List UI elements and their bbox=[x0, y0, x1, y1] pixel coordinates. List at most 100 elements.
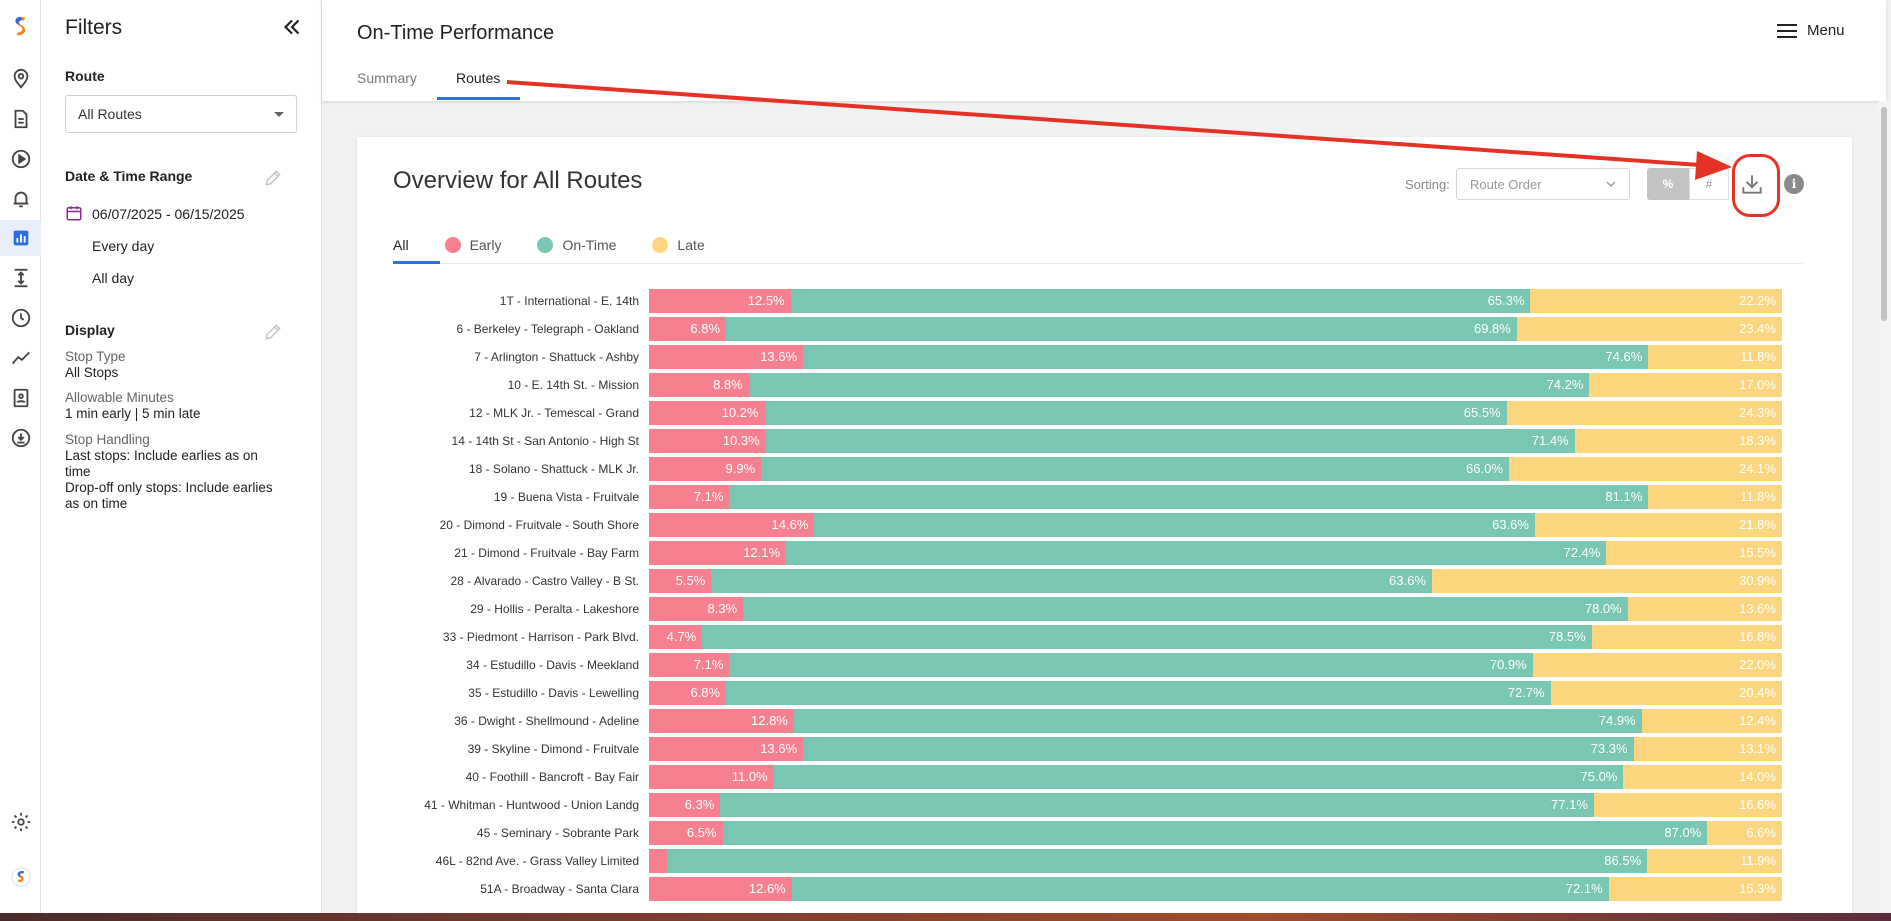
bar-segment-ontime[interactable] bbox=[667, 849, 1648, 873]
bar-segment-ontime[interactable] bbox=[790, 289, 1531, 313]
download-circle-icon[interactable] bbox=[0, 420, 41, 456]
bar-segment-early[interactable] bbox=[649, 877, 792, 901]
bar-chart-icon[interactable] bbox=[0, 220, 41, 256]
report-icon[interactable] bbox=[0, 380, 41, 416]
bar-segment-ontime[interactable] bbox=[720, 793, 1594, 817]
bar-segment-late[interactable] bbox=[1516, 317, 1782, 341]
bar-segment-ontime[interactable] bbox=[748, 373, 1590, 397]
bar-segment-ontime[interactable] bbox=[773, 765, 1624, 789]
logo-icon[interactable] bbox=[0, 8, 41, 44]
bar-segment-late[interactable] bbox=[1627, 597, 1782, 621]
route-select[interactable]: All Routes bbox=[65, 95, 297, 133]
stop-type-label: Stop Type bbox=[65, 349, 126, 364]
bar-segment-late[interactable] bbox=[1506, 401, 1782, 425]
gear-icon[interactable] bbox=[0, 804, 41, 840]
bar-segment-early[interactable] bbox=[649, 345, 804, 369]
bar-segment-ontime[interactable] bbox=[786, 541, 1607, 565]
bar-segment-ontime[interactable] bbox=[726, 681, 1551, 705]
bar-segment-early[interactable] bbox=[649, 317, 727, 341]
legend-late[interactable]: Late bbox=[652, 230, 705, 260]
bar-segment-ontime[interactable] bbox=[764, 401, 1507, 425]
bar-segment-early[interactable] bbox=[649, 289, 791, 313]
bar-segment-late[interactable] bbox=[1532, 653, 1782, 677]
bar-segment-late[interactable] bbox=[1431, 569, 1782, 593]
bar-segment-late[interactable] bbox=[1593, 793, 1782, 817]
bar-segment-ontime[interactable] bbox=[803, 345, 1649, 369]
count-toggle[interactable]: # bbox=[1689, 168, 1729, 200]
bar-segment-late[interactable] bbox=[1623, 765, 1782, 789]
bar-segment-ontime[interactable] bbox=[803, 737, 1634, 761]
bar-segment-early[interactable] bbox=[649, 709, 794, 733]
bar-segment-late[interactable] bbox=[1633, 737, 1782, 761]
bar-segment-ontime[interactable] bbox=[711, 569, 1432, 593]
bar-segment-early[interactable] bbox=[649, 821, 723, 845]
legend-ontime[interactable]: On-Time bbox=[537, 230, 616, 260]
edit-display-pencil-icon[interactable] bbox=[263, 322, 283, 342]
bar-segment-late[interactable] bbox=[1550, 681, 1782, 705]
scroll-thumb[interactable] bbox=[1881, 107, 1887, 321]
bar-segment-late[interactable] bbox=[1647, 849, 1782, 873]
bar-segment-early[interactable] bbox=[649, 681, 727, 705]
bar-segment-late[interactable] bbox=[1508, 457, 1782, 481]
location-icon[interactable] bbox=[0, 61, 41, 97]
bar-segment-early[interactable] bbox=[649, 401, 765, 425]
bar-segment-early[interactable] bbox=[649, 793, 721, 817]
trend-line-icon[interactable] bbox=[0, 340, 41, 376]
bar-segment-ontime[interactable] bbox=[814, 513, 1535, 537]
document-icon[interactable] bbox=[0, 101, 41, 137]
play-icon[interactable] bbox=[0, 141, 41, 177]
download-button[interactable] bbox=[1735, 167, 1769, 201]
bar-segment-early[interactable] bbox=[649, 541, 787, 565]
vertical-expand-icon[interactable] bbox=[0, 260, 41, 296]
bar-label: 28 - Alvarado - Castro Valley - B St. bbox=[450, 574, 639, 588]
stop-handling-last: Last stops: Include earlies as on time bbox=[65, 448, 258, 479]
bar-segment-ontime[interactable] bbox=[722, 821, 1708, 845]
bar-segment-late[interactable] bbox=[1606, 541, 1782, 565]
bar-segment-late[interactable] bbox=[1591, 625, 1782, 649]
bar-segment-early[interactable] bbox=[649, 765, 774, 789]
bar-segment-early[interactable] bbox=[649, 653, 730, 677]
bar-segment-late[interactable] bbox=[1648, 485, 1782, 509]
bar-segment-ontime[interactable] bbox=[761, 457, 1509, 481]
legend-all[interactable]: All bbox=[393, 230, 409, 260]
bar-segment-late[interactable] bbox=[1641, 709, 1782, 733]
bar-segment-late[interactable] bbox=[1530, 289, 1782, 313]
bar-segment-late[interactable] bbox=[1707, 821, 1782, 845]
bar-segment-late[interactable] bbox=[1648, 345, 1782, 369]
legend-early[interactable]: Early bbox=[444, 230, 501, 260]
bar-segment-early[interactable] bbox=[649, 569, 712, 593]
bar-segment-late[interactable] bbox=[1608, 877, 1782, 901]
bar-segment-early[interactable] bbox=[649, 485, 730, 509]
info-icon[interactable]: i bbox=[1784, 174, 1804, 194]
bar-segment-early[interactable] bbox=[649, 597, 744, 621]
sorting-select[interactable]: Route Order bbox=[1456, 168, 1630, 200]
bar-segment-ontime[interactable] bbox=[743, 597, 1628, 621]
bar-segment-ontime[interactable] bbox=[702, 625, 1592, 649]
bar-segment-late[interactable] bbox=[1589, 373, 1782, 397]
bar-segment-ontime[interactable] bbox=[793, 709, 1642, 733]
clock-icon[interactable] bbox=[0, 300, 41, 336]
tab-summary[interactable]: Summary bbox=[357, 70, 417, 86]
percent-toggle[interactable]: % bbox=[1647, 168, 1689, 200]
bar-segment-early[interactable] bbox=[649, 429, 766, 453]
collapse-panel-icon[interactable] bbox=[279, 14, 305, 40]
bar-segment-late[interactable] bbox=[1535, 513, 1782, 537]
bar-segment-late[interactable] bbox=[1574, 429, 1782, 453]
bar-segment-early[interactable] bbox=[649, 513, 815, 537]
bar-segment-early[interactable] bbox=[649, 457, 762, 481]
bar-segment-early[interactable] bbox=[649, 373, 749, 397]
bar-segment-ontime[interactable] bbox=[729, 485, 1649, 509]
menu-button[interactable]: Menu bbox=[1777, 22, 1845, 39]
bar-segment-early[interactable] bbox=[649, 849, 668, 873]
alert-bell-icon[interactable] bbox=[0, 181, 41, 217]
tab-routes[interactable]: Routes bbox=[456, 70, 501, 86]
scrollbar[interactable] bbox=[1878, 101, 1891, 913]
bar-segment-ontime[interactable] bbox=[791, 877, 1609, 901]
bar-segment-ontime[interactable] bbox=[726, 317, 1517, 341]
bar-segment-early[interactable] bbox=[649, 625, 703, 649]
bar-segment-early[interactable] bbox=[649, 737, 804, 761]
edit-date-pencil-icon[interactable] bbox=[263, 168, 283, 188]
bar-segment-ontime[interactable] bbox=[729, 653, 1533, 677]
bar-segment-ontime[interactable] bbox=[765, 429, 1575, 453]
desktop-strip bbox=[0, 913, 1891, 921]
